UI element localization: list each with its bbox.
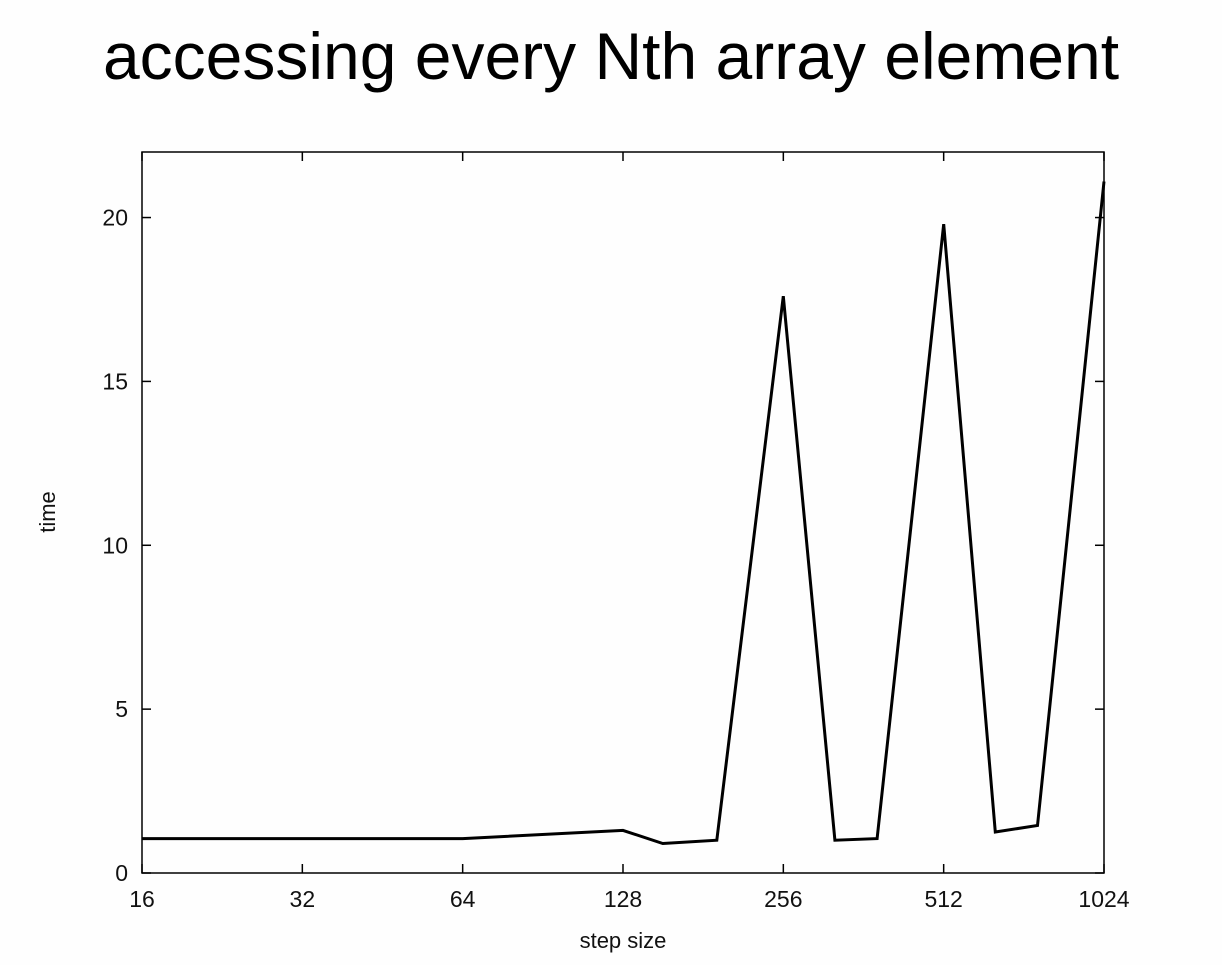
x-tick-label: 16 <box>129 886 155 912</box>
x-axis-label: step size <box>580 928 667 953</box>
x-tick-label: 32 <box>290 886 316 912</box>
y-tick-label: 10 <box>102 532 128 558</box>
chart-title: accessing every Nth array element <box>102 19 1120 93</box>
y-tick-label: 5 <box>115 696 128 722</box>
x-tick-label: 1024 <box>1078 886 1129 912</box>
series-line <box>142 181 1106 846</box>
y-tick-label: 0 <box>115 860 128 886</box>
y-axis-label: time <box>35 491 60 533</box>
y-tick-labels: 0 5 10 15 20 <box>102 205 128 886</box>
x-tick-label: 64 <box>450 886 476 912</box>
series-layer <box>142 181 1106 846</box>
plot-frame <box>141 151 1105 874</box>
y-tick-label: 20 <box>102 205 128 231</box>
x-tick-label: 512 <box>924 886 962 912</box>
y-tick-label: 15 <box>102 368 128 394</box>
x-tick-label: 128 <box>604 886 642 912</box>
axis-ticks <box>141 152 1105 874</box>
x-tick-labels: 16 32 64 128 256 512 1024 <box>129 886 1130 912</box>
x-tick-label: 256 <box>764 886 802 912</box>
